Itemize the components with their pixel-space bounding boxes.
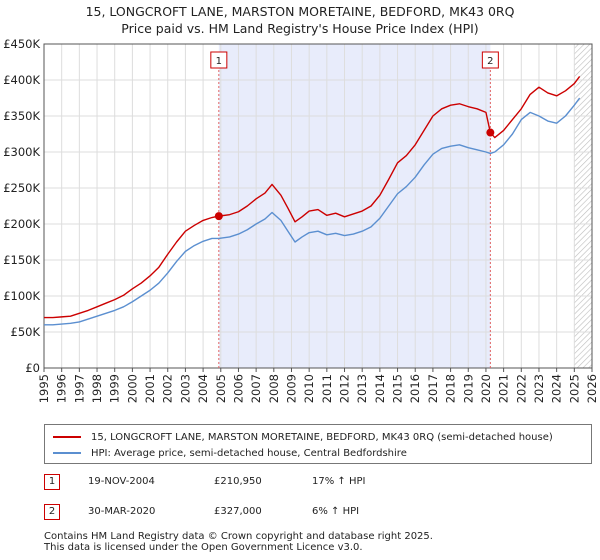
x-tick-label: 2011 (320, 374, 334, 403)
future-hatched-area (574, 44, 592, 368)
sale-price: £327,000 (214, 506, 262, 517)
x-tick-label: 1997 (72, 374, 86, 403)
x-tick-label: 2003 (178, 374, 192, 403)
sale-price: £210,950 (214, 476, 262, 487)
legend-swatch-hpi (53, 452, 81, 454)
x-tick-label: 2023 (532, 374, 546, 403)
y-tick-label: £0 (25, 361, 40, 375)
footer-line-copyright: Contains HM Land Registry data © Crown c… (44, 531, 433, 542)
x-tick-label: 2014 (373, 374, 387, 403)
x-tick-label: 2021 (497, 374, 511, 403)
sale-marker-label: 2 (487, 56, 493, 67)
x-tick-label: 2016 (408, 374, 422, 403)
x-tick-label: 2006 (231, 374, 245, 403)
sale-hpi-change: 6% ↑ HPI (312, 506, 360, 517)
legend-label-property: 15, LONGCROFT LANE, MARSTON MORETAINE, B… (91, 431, 553, 443)
x-tick-label: 2026 (585, 374, 599, 403)
x-tick-label: 2008 (267, 374, 281, 403)
x-tick-label: 2019 (461, 374, 475, 403)
x-tick-label: 2022 (514, 374, 528, 403)
x-tick-label: 1999 (108, 374, 122, 403)
x-tick-label: 2012 (338, 374, 352, 403)
sale-marker-box (210, 51, 228, 69)
plot-frame (43, 43, 593, 369)
x-tick-label: 2001 (143, 374, 157, 403)
y-tick-label: £350K (3, 109, 40, 123)
sale-number-badge: 1 (44, 474, 60, 490)
x-tick-label: 1995 (37, 374, 51, 403)
footer-attribution: Contains HM Land Registry data © Crown c… (44, 531, 433, 553)
legend-swatch-property (53, 436, 81, 438)
legend-item-hpi: HPI: Average price, semi-detached house,… (53, 446, 407, 460)
legend-label-hpi: HPI: Average price, semi-detached house,… (91, 447, 407, 459)
hpi-line (44, 97, 581, 326)
y-tick-label: £250K (3, 181, 40, 195)
y-tick-label: £200K (3, 217, 40, 231)
sale-date: 30-MAR-2020 (88, 506, 156, 517)
sale-point (214, 212, 223, 221)
price-chart: 15, LONGCROFT LANE, MARSTON MORETAINE, B… (3, 4, 599, 403)
sale-marker-label: 1 (216, 56, 222, 67)
x-tick-label: 2000 (125, 374, 139, 403)
y-tick-label: £50K (11, 325, 41, 339)
chart-title: 15, LONGCROFT LANE, MARSTON MORETAINE, B… (86, 4, 515, 19)
footer-line-licence: This data is licensed under the Open Gov… (44, 542, 363, 553)
legend-item-property: 15, LONGCROFT LANE, MARSTON MORETAINE, B… (53, 430, 553, 444)
x-tick-label: 2020 (479, 374, 493, 403)
x-tick-label: 2025 (567, 374, 581, 403)
sale-row: 1 19-NOV-2004 £210,950 17% ↑ HPI (44, 474, 592, 492)
y-tick-label: £450K (3, 37, 40, 51)
sale-row: 2 30-MAR-2020 £327,000 6% ↑ HPI (44, 504, 592, 522)
sale-point (486, 128, 495, 137)
x-tick-label: 2002 (161, 374, 175, 403)
y-tick-label: £400K (3, 73, 40, 87)
x-tick-label: 2004 (196, 374, 210, 403)
ownership-shaded-band (218, 44, 491, 368)
chart-legend: 15, LONGCROFT LANE, MARSTON MORETAINE, B… (44, 424, 592, 464)
sale-number-badge: 2 (44, 504, 60, 520)
x-tick-label: 1998 (90, 374, 104, 403)
sale-date: 19-NOV-2004 (88, 476, 155, 487)
x-tick-label: 2013 (355, 374, 369, 403)
y-tick-label: £100K (3, 289, 40, 303)
sale-hpi-change: 17% ↑ HPI (312, 476, 366, 487)
x-tick-label: 2007 (249, 374, 263, 403)
x-tick-label: 1996 (55, 374, 69, 403)
x-tick-label: 2018 (444, 374, 458, 403)
x-tick-label: 2005 (214, 374, 228, 403)
x-tick-label: 2010 (302, 374, 316, 403)
sale-marker-box (481, 51, 499, 69)
chart-subtitle: Price paid vs. HM Land Registry's House … (121, 21, 478, 36)
y-tick-label: £300K (3, 145, 40, 159)
y-tick-label: £150K (3, 253, 40, 267)
x-tick-label: 2015 (391, 374, 405, 403)
x-tick-label: 2024 (550, 374, 564, 403)
x-tick-label: 2017 (426, 374, 440, 403)
x-tick-label: 2009 (284, 374, 298, 403)
